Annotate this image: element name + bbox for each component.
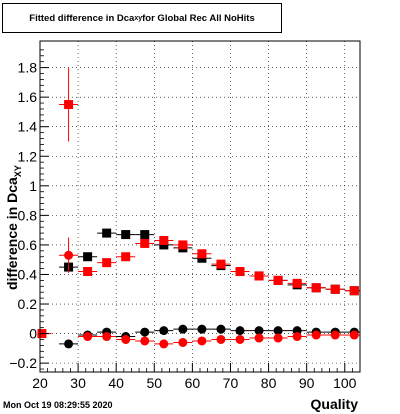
data-point-circle	[121, 334, 131, 344]
data-point-circle	[273, 333, 283, 343]
data-point-circle	[311, 330, 321, 340]
data-point-square	[311, 283, 321, 293]
y-tick-label: 0.4	[18, 266, 38, 282]
data-point-square	[178, 240, 188, 250]
data-point-square	[102, 258, 112, 268]
data-point-circle	[83, 332, 93, 342]
x-tick-label: 90	[299, 375, 315, 391]
data-point-circle	[216, 334, 226, 344]
data-point-square	[349, 286, 359, 296]
y-tick-label: 0	[29, 326, 37, 342]
data-point-circle	[178, 324, 188, 334]
data-point-circle	[330, 330, 340, 340]
data-point-square	[216, 259, 226, 269]
data-point-square	[292, 278, 302, 288]
y-tick-label: 1.6	[18, 89, 38, 105]
data-point-square	[159, 235, 169, 245]
x-tick-label: 70	[223, 375, 239, 391]
data-point-square	[254, 271, 264, 281]
data-point-circle	[349, 330, 359, 340]
title-rest: for Global Rec All NoHits	[142, 12, 255, 24]
y-axis-label-main: difference in Dca	[4, 177, 20, 290]
data-series	[37, 67, 360, 349]
data-point-circle	[159, 339, 169, 349]
y-tick-label: 0.8	[18, 207, 38, 223]
data-point-square	[121, 252, 131, 262]
x-tick-label: 30	[70, 375, 86, 391]
chart-title: Fitted difference in Dca xy for Global Re…	[2, 3, 282, 33]
y-tick-label: 0.2	[18, 296, 38, 312]
x-tick-label: 20	[32, 375, 48, 391]
data-point-circle	[254, 333, 264, 343]
x-tick-label: 40	[108, 375, 124, 391]
y-tick-label: −0.2	[9, 355, 37, 371]
series-2	[59, 324, 360, 349]
data-point-square	[121, 230, 131, 240]
series-3	[59, 237, 360, 349]
x-tick-label: 60	[185, 375, 201, 391]
x-axis-label: Quality	[310, 396, 358, 412]
x-tick-label: 100	[333, 375, 357, 391]
y-tick-label: 1.2	[18, 148, 38, 164]
data-point-circle	[254, 326, 264, 336]
timestamp: Mon Oct 19 08:29:55 2020	[3, 400, 113, 410]
y-tick-label: 0.6	[18, 237, 38, 253]
data-point-square	[330, 284, 340, 294]
data-point-circle	[64, 339, 74, 349]
data-point-square	[197, 249, 207, 259]
data-point-circle	[64, 250, 74, 260]
data-point-circle	[102, 332, 112, 342]
data-point-circle	[235, 326, 245, 336]
data-point-square	[83, 267, 93, 277]
y-tick-label: 1.8	[18, 60, 38, 76]
data-point-circle	[178, 337, 188, 347]
data-point-square	[235, 267, 245, 277]
data-point-circle	[159, 326, 169, 336]
x-tick-label: 50	[146, 375, 162, 391]
data-point-circle	[292, 332, 302, 342]
title-sub: xy	[134, 14, 143, 22]
data-point-circle	[216, 324, 226, 334]
grid-lines	[39, 41, 360, 372]
data-point-square	[102, 228, 112, 238]
data-point-square	[83, 252, 93, 262]
y-tick-label: 1.4	[18, 119, 38, 135]
series-1	[37, 67, 360, 339]
y-axis-label-sub: XY	[12, 165, 23, 178]
plot-frame	[39, 40, 361, 373]
title-main: Fitted difference in Dca	[29, 12, 135, 24]
data-point-circle	[140, 327, 150, 337]
data-point-circle	[197, 324, 207, 334]
data-point-square	[273, 275, 283, 285]
data-point-circle	[140, 336, 150, 346]
y-axis-label: difference in DcaXY	[4, 90, 24, 290]
y-tick-label: 1	[29, 178, 37, 194]
data-point-circle	[273, 326, 283, 336]
data-point-square	[64, 100, 74, 110]
data-point-circle	[235, 334, 245, 344]
data-point-square	[140, 230, 150, 240]
data-point-circle	[197, 336, 207, 346]
x-tick-label: 80	[261, 375, 277, 391]
data-point-square	[140, 238, 150, 248]
axes: 20 30 40 50 60 70 80 90 100 −0.2 0 0.2 0.4 0.6 0.8 1 1.2…	[9, 40, 361, 391]
